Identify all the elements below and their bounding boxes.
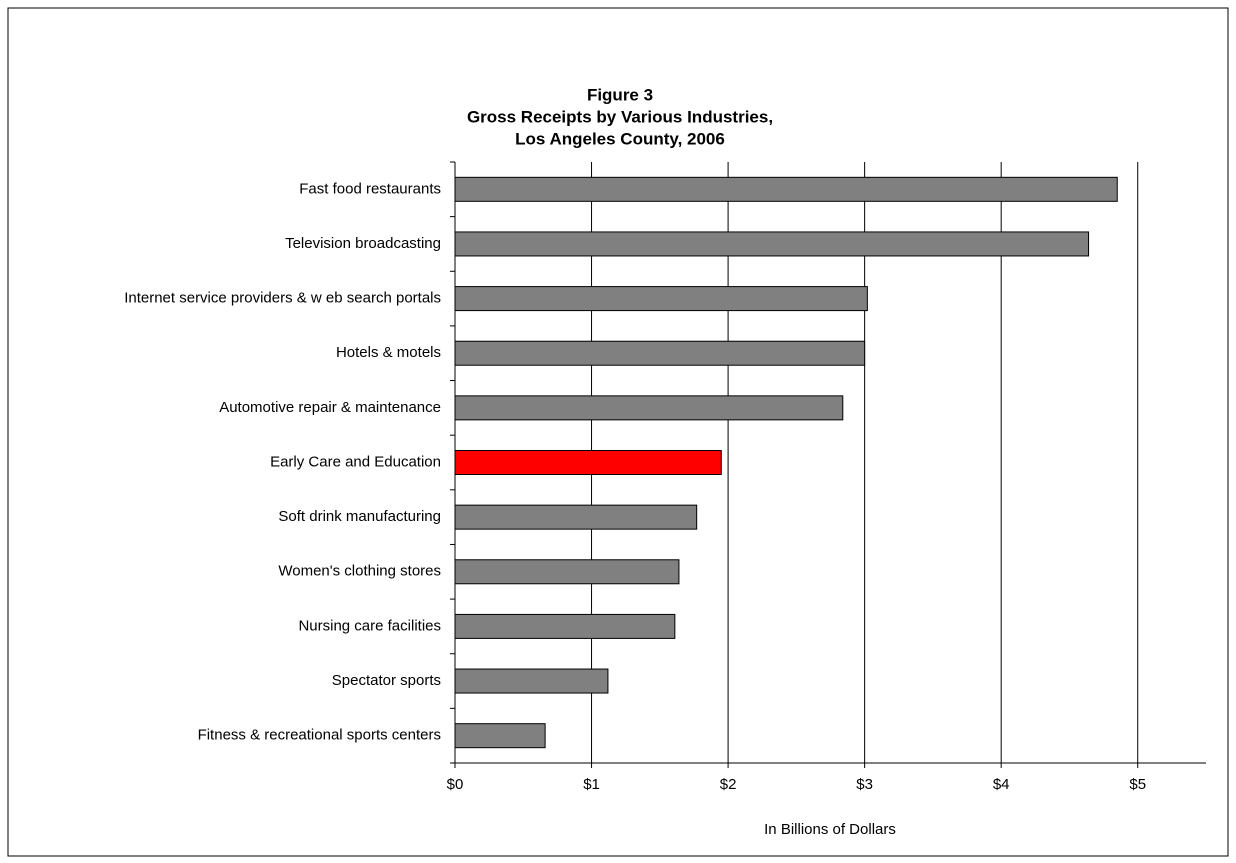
y-tick-label: Spectator sports [332,672,441,689]
y-tick-label: Women's clothing stores [278,563,441,580]
y-tick-label: Soft drink manufacturing [278,508,441,525]
bar [454,176,1118,202]
x-tick-label: $3 [856,776,873,793]
x-tick-label: $5 [1129,776,1146,793]
bar [454,231,1090,257]
bar [454,286,868,312]
x-tick-label: $4 [993,776,1010,793]
y-tick-label: Fitness & recreational sports centers [198,727,441,744]
y-tick-label: Internet service providers & w eb search… [124,290,441,307]
y-tick-label: Hotels & motels [336,344,441,361]
y-tick-label: Fast food restaurants [299,180,441,197]
bar [454,559,680,585]
bar [454,504,698,530]
chart-title: Figure 3 [587,85,653,104]
bar [454,613,676,639]
x-tick-label: $2 [720,776,737,793]
y-tick-label: Nursing care facilities [298,617,441,634]
bar [454,723,546,749]
y-tick-label: Early Care and Education [270,453,441,470]
chart-title: Gross Receipts by Various Industries, [467,107,773,126]
chart-title: Los Angeles County, 2006 [515,129,725,148]
bar [454,340,866,366]
y-tick-label: Television broadcasting [285,235,441,252]
chart-frame [7,7,1229,857]
x-tick-label: $0 [447,776,464,793]
x-axis-label: In Billions of Dollars [764,821,896,838]
y-tick-label: Automotive repair & maintenance [219,399,441,416]
bar [454,450,722,475]
x-tick-label: $1 [583,776,600,793]
bar [454,395,844,421]
bar [454,668,609,694]
